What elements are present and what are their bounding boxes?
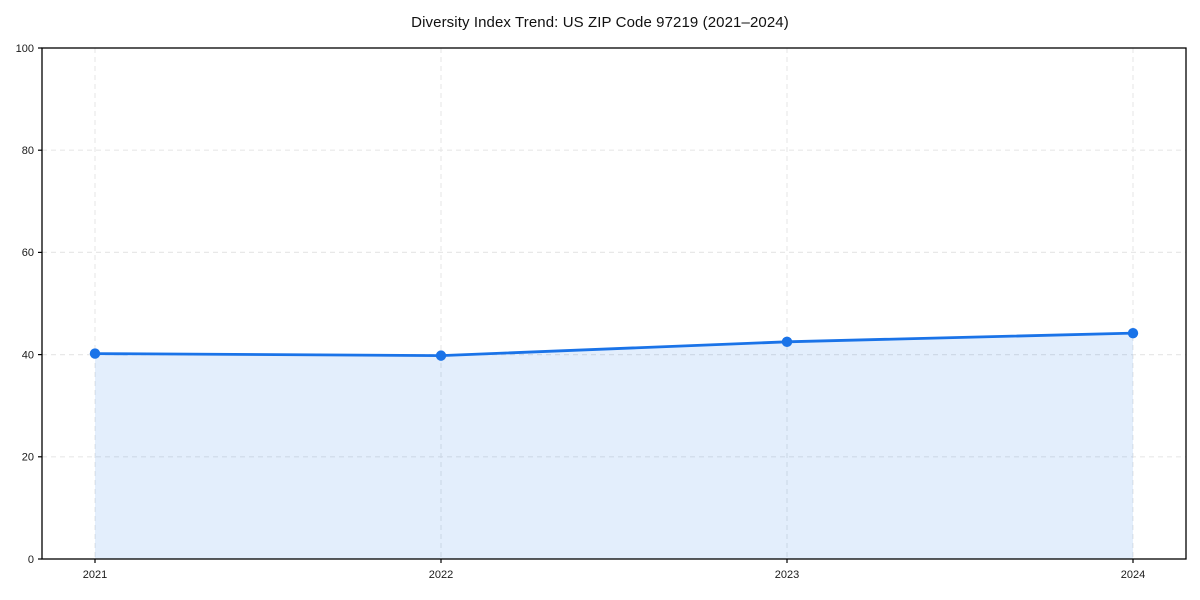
chart-title: Diversity Index Trend: US ZIP Code 97219… [411, 14, 789, 31]
y-tick-label: 20 [22, 452, 34, 464]
x-tick-label: 2021 [83, 569, 107, 581]
area-fill [95, 333, 1133, 559]
y-tick-label: 60 [22, 247, 34, 259]
x-tick-label: 2024 [1121, 569, 1145, 581]
data-point-marker [89, 348, 101, 359]
y-tick-label: 40 [22, 349, 34, 361]
trend-line [93, 331, 1135, 357]
data-point-marker [781, 336, 793, 348]
data-point-marker [1127, 327, 1139, 339]
data-point-marker [435, 350, 447, 361]
x-tick-label: 2023 [775, 569, 799, 581]
y-tick-label: 0 [28, 554, 34, 566]
x-tick-label: 2022 [429, 569, 453, 581]
plot-border [41, 47, 1187, 560]
y-tick-label: 100 [16, 43, 34, 55]
y-tick-label: 80 [22, 145, 34, 157]
